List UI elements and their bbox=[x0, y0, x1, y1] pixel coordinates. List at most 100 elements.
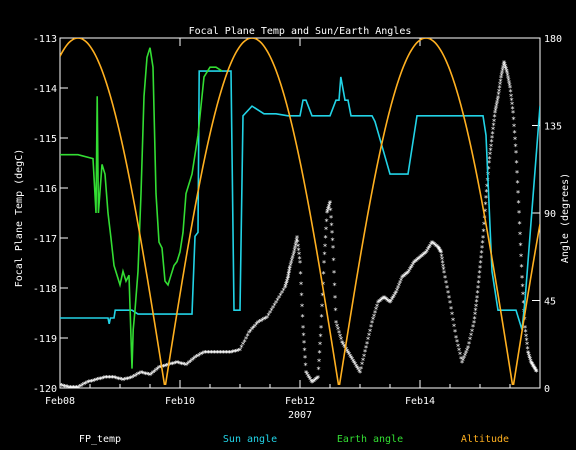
fp-temp-point: * bbox=[289, 259, 294, 268]
fp-temp-point: * bbox=[452, 322, 457, 331]
series-altitude-line bbox=[60, 38, 540, 386]
fp-temp-point: * bbox=[337, 329, 342, 338]
legend-item-earth-angle: Earth angle bbox=[337, 434, 403, 445]
series-sun-angle-line bbox=[60, 70, 540, 330]
fp-temp-point: * bbox=[349, 354, 354, 363]
fp-temp-point: * bbox=[341, 341, 346, 350]
y-tick-label-2: -118 bbox=[33, 284, 57, 295]
fp-temp-point: * bbox=[507, 82, 512, 91]
fp-temp-point: * bbox=[130, 374, 135, 383]
fp-temp-point: * bbox=[415, 257, 420, 266]
fp-temp-point: * bbox=[494, 102, 499, 111]
fp-temp-point: * bbox=[423, 250, 428, 259]
fp-temp-point: * bbox=[502, 59, 507, 68]
fp-temp-point: * bbox=[316, 374, 321, 383]
fp-temp-point: * bbox=[286, 271, 291, 280]
fp-temp-point: * bbox=[473, 307, 478, 316]
fp-temp-point: * bbox=[510, 105, 515, 114]
fp-temp-point: * bbox=[251, 324, 256, 333]
fp-temp-point: * bbox=[329, 214, 334, 223]
fp-temp-point: * bbox=[322, 259, 327, 268]
fp-temp-point: * bbox=[259, 317, 264, 326]
fp-temp-point: * bbox=[495, 99, 500, 108]
fp-temp-point: * bbox=[320, 292, 325, 301]
fp-temp-point: * bbox=[384, 296, 389, 305]
fp-temp-point: * bbox=[332, 269, 337, 278]
fp-temp-point: * bbox=[306, 372, 311, 381]
fp-temp-point: * bbox=[440, 256, 445, 265]
fp-temp-point: * bbox=[245, 332, 250, 341]
fp-temp-point: * bbox=[71, 384, 76, 393]
fp-temp-point: * bbox=[482, 221, 487, 230]
fp-temp-point: * bbox=[487, 159, 492, 168]
fp-temp-point: * bbox=[190, 357, 195, 366]
fp-temp-point: * bbox=[315, 375, 320, 384]
fp-temp-point: * bbox=[504, 67, 509, 76]
fp-temp-point: * bbox=[113, 374, 118, 383]
fp-temp-point: * bbox=[376, 299, 381, 308]
fp-temp-point: * bbox=[326, 204, 331, 213]
fp-temp-point: * bbox=[274, 299, 279, 308]
fp-temp-point: * bbox=[431, 240, 436, 249]
fp-temp-point: * bbox=[327, 201, 332, 210]
fp-temp-point: * bbox=[172, 360, 177, 369]
fp-temp-point: * bbox=[250, 326, 255, 335]
fp-temp-point: * bbox=[366, 336, 371, 345]
fp-temp-point: * bbox=[229, 349, 234, 358]
fp-temp-point: * bbox=[116, 375, 121, 384]
y2-tick-label-2: 90 bbox=[544, 209, 556, 220]
fp-temp-point: * bbox=[441, 266, 446, 275]
fp-temp-point: * bbox=[149, 370, 154, 379]
fp-temp-point: * bbox=[492, 113, 497, 122]
fp-temp-point: * bbox=[291, 252, 296, 261]
fp-temp-point: * bbox=[294, 237, 299, 246]
fp-temp-point: * bbox=[131, 373, 136, 382]
fp-temp-point: * bbox=[375, 302, 380, 311]
fp-temp-point: * bbox=[419, 253, 424, 262]
fp-temp-point: * bbox=[460, 359, 465, 368]
plot-area: Feb08 Feb10 Feb12 Feb14 -120 -119 -118 -117 -116… bbox=[33, 34, 562, 407]
fp-temp-point: * bbox=[139, 369, 144, 378]
fp-temp-point: * bbox=[289, 257, 294, 266]
fp-temp-point: * bbox=[136, 371, 141, 380]
fp-temp-point: * bbox=[331, 244, 336, 253]
fp-temp-point: * bbox=[530, 362, 535, 371]
fp-temp-point: * bbox=[487, 155, 492, 164]
fp-temp-point: * bbox=[528, 357, 533, 366]
fp-temp-point: * bbox=[515, 179, 520, 188]
fp-temp-point: * bbox=[505, 69, 510, 78]
fp-temp-point: * bbox=[399, 277, 404, 286]
fp-temp-point: * bbox=[199, 351, 204, 360]
fp-temp-point: * bbox=[158, 364, 163, 373]
fp-temp-point: * bbox=[142, 370, 147, 379]
fp-temp-point: * bbox=[194, 353, 199, 362]
fp-temp-point: * bbox=[476, 279, 481, 288]
fp-temp-point: * bbox=[223, 349, 228, 358]
fp-temp-point: * bbox=[300, 302, 305, 311]
x-axis-label: 2007 bbox=[288, 410, 312, 421]
fp-temp-point: * bbox=[145, 371, 150, 380]
fp-temp-point: * bbox=[475, 294, 480, 303]
fp-temp-point: * bbox=[359, 365, 364, 374]
fp-temp-point: * bbox=[392, 292, 397, 301]
fp-temp-point: * bbox=[386, 297, 391, 306]
fp-temp-point: * bbox=[531, 362, 536, 371]
fp-temp-point: * bbox=[299, 292, 304, 301]
fp-temp-point: * bbox=[336, 326, 341, 335]
fp-temp-point: * bbox=[221, 349, 226, 358]
fp-temp-point: * bbox=[295, 238, 300, 247]
fp-temp-point: * bbox=[481, 227, 486, 236]
fp-temp-point: * bbox=[175, 359, 180, 368]
fp-temp-point: * bbox=[218, 349, 223, 358]
fp-temp-point: * bbox=[360, 361, 365, 370]
fp-temp-point: * bbox=[173, 359, 178, 368]
fp-temp-point: * bbox=[88, 378, 93, 387]
fp-temp-point: * bbox=[230, 349, 235, 358]
fp-temp-point: * bbox=[498, 81, 503, 90]
fp-temp-point: * bbox=[409, 264, 414, 273]
fp-temp-point: * bbox=[339, 336, 344, 345]
fp-temp-point: * bbox=[503, 64, 508, 73]
fp-temp-point: * bbox=[73, 384, 78, 393]
fp-temp-point: * bbox=[531, 363, 536, 372]
fp-temp-point: * bbox=[414, 257, 419, 266]
